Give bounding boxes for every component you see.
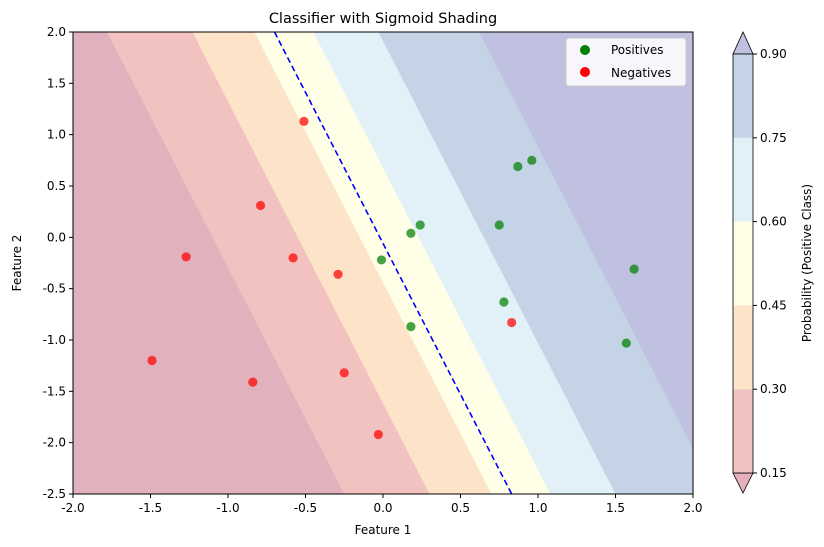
colorbar-tick-label-2: 0.45 [760, 298, 787, 312]
colorbar-tick-label-1: 0.30 [760, 382, 787, 396]
y-tick-label-9: 2.0 [47, 25, 66, 39]
x-tick-label-6: 1.0 [528, 501, 547, 515]
positive-point-2 [513, 161, 523, 172]
negative-point-10 [507, 317, 517, 328]
colorbar-tick-label-4: 0.75 [760, 131, 787, 145]
colorbar-segment-5 [733, 54, 753, 138]
negative-point-7 [248, 377, 258, 387]
y-tick-label-4: -0.5 [43, 282, 66, 296]
negative-point-1 [299, 116, 309, 126]
y-axis-ticks: -2.5 -2.0 -1.5 -1.0 -0.5 0.0 0.5 1.0 1.5 2.0 [43, 25, 73, 501]
negative-point-6 [147, 355, 157, 366]
legend: Positives Negatives [565, 37, 687, 87]
probability-band-6 [479, 32, 693, 449]
x-tick-label-2: -1.0 [216, 501, 239, 515]
x-axis-label: Feature 1 [355, 523, 412, 537]
positive-point-7 [415, 220, 425, 230]
x-tick-label-4: 0.0 [373, 501, 392, 515]
colorbar-over-extension [732, 31, 754, 55]
positive-point-4 [629, 264, 639, 274]
colorbar: 0.15 0.30 0.45 0.60 0.75 0.90 [732, 31, 787, 494]
y-tick-label-5: 0.0 [47, 230, 66, 244]
colorbar-segment-1 [733, 389, 753, 473]
colorbar-segment-2 [733, 305, 753, 390]
negative-point-4 [288, 253, 298, 263]
legend-box [565, 37, 687, 87]
decision-boundary-layer [273, 32, 513, 494]
decision-boundary [273, 32, 513, 494]
y-tick-label-0: -2.5 [43, 487, 66, 501]
y-tick-label-3: -1.0 [43, 333, 66, 347]
colorbar-segment-4 [733, 137, 753, 222]
probability-bands [73, 32, 693, 494]
negative-point-9 [373, 429, 383, 440]
colorbar-segment-3 [733, 221, 753, 306]
y-tick-label-7: 1.0 [47, 128, 66, 142]
y-tick-label-1: -2.0 [43, 436, 66, 450]
negative-point-2 [255, 200, 266, 211]
x-axis-ticks: -2.0 -1.5 -1.0 -0.5 0.0 0.5 1.0 1.5 2.0 [61, 494, 703, 515]
y-tick-label-6: 0.5 [47, 179, 66, 193]
y-axis-label: Feature 2 [10, 235, 24, 292]
colorbar-label: Probability (Positive Class) [800, 184, 814, 342]
colorbar-tick-label-5: 0.90 [760, 47, 787, 61]
positive-point-8 [406, 228, 416, 238]
negative-point-3 [181, 252, 191, 262]
y-tick-label-8: 1.5 [47, 76, 66, 90]
y-tick-label-2: -1.5 [43, 384, 66, 398]
legend-marker-positives [580, 45, 590, 55]
negative-point-5 [333, 269, 343, 279]
colorbar-tick-label-3: 0.60 [760, 215, 787, 229]
positive-point-6 [621, 338, 631, 348]
x-tick-label-1: -1.5 [139, 501, 162, 515]
chart-title: Classifier with Sigmoid Shading [269, 11, 497, 27]
legend-label-negatives: Negatives [611, 66, 671, 80]
positive-point-5 [499, 297, 509, 307]
x-tick-label-0: -2.0 [61, 501, 84, 515]
colorbar-tick-label-0: 0.15 [760, 466, 787, 480]
positive-point-1 [527, 155, 537, 165]
x-tick-label-7: 1.5 [606, 501, 625, 515]
positive-point-9 [376, 255, 387, 265]
colorbar-frame [732, 53, 754, 474]
colorbar-under-extension [732, 472, 754, 494]
positive-point-10 [406, 322, 416, 332]
positive-point-3 [494, 220, 504, 230]
x-tick-label-8: 2.0 [683, 501, 702, 515]
x-tick-label-3: -0.5 [294, 501, 317, 515]
legend-label-positives: Positives [611, 43, 664, 57]
scatter-points [147, 116, 639, 440]
legend-marker-negatives [580, 67, 590, 77]
negative-point-8 [339, 368, 349, 378]
x-tick-label-5: 0.5 [451, 501, 470, 515]
